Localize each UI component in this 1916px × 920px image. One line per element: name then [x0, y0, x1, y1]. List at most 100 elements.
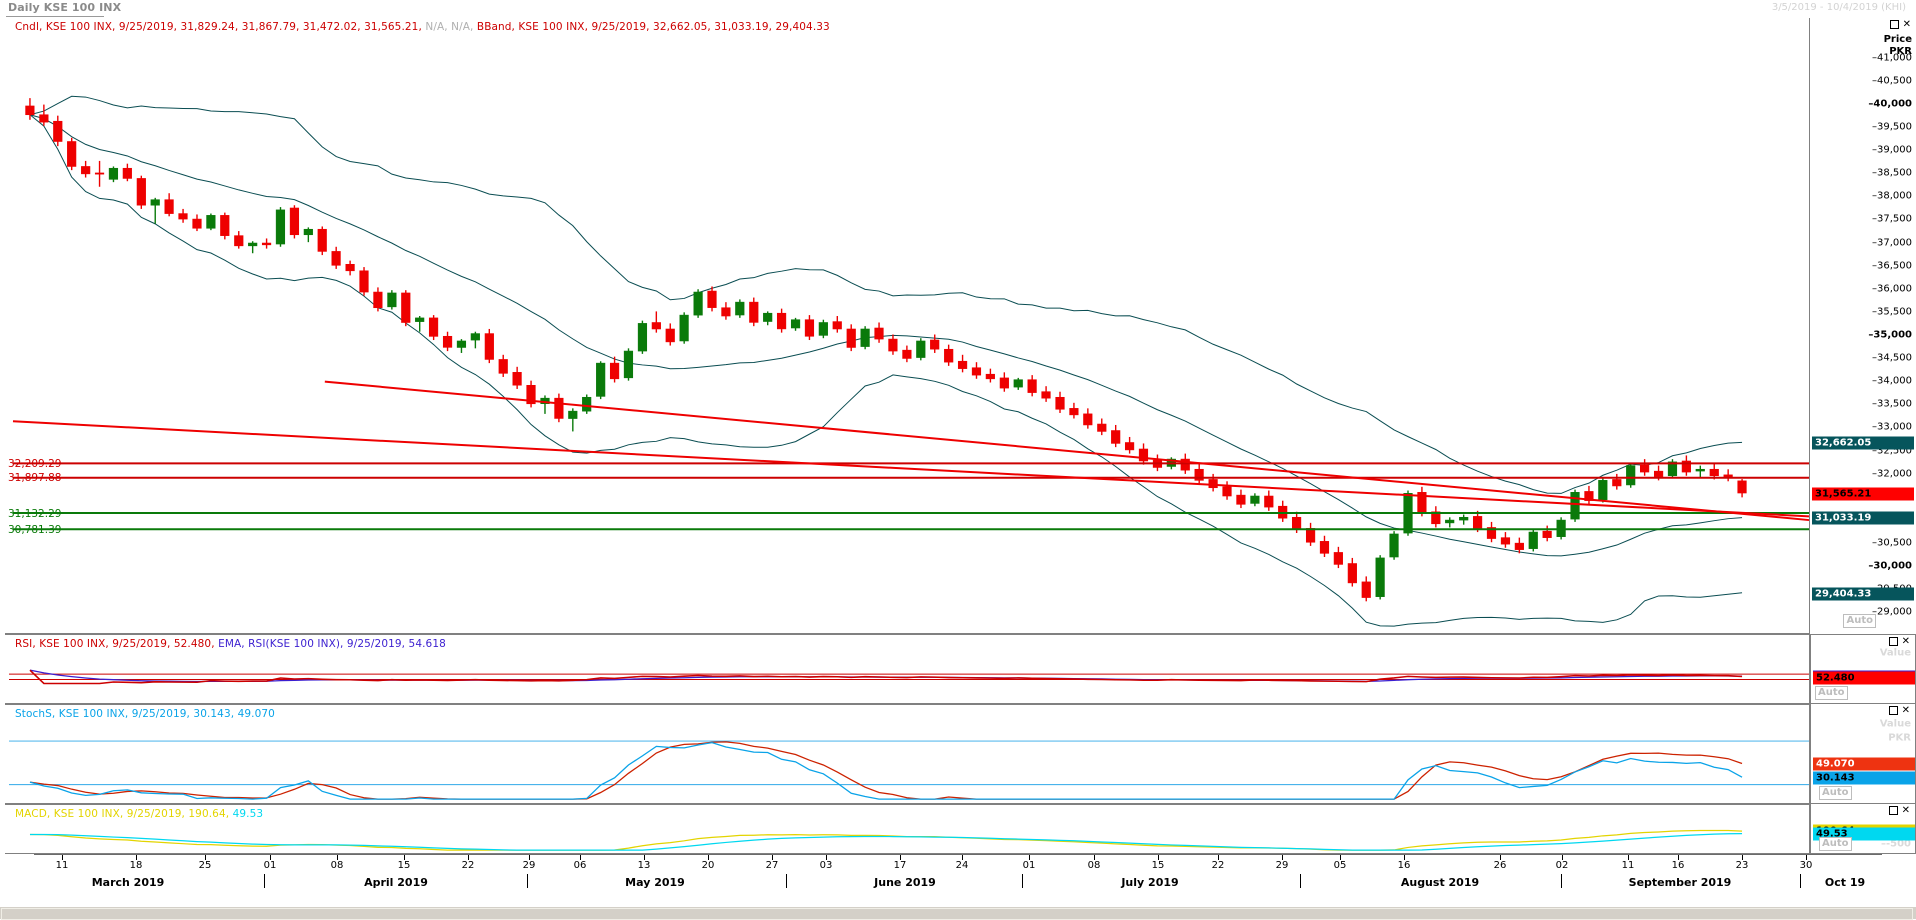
candle-body [484, 333, 494, 360]
price-axis-header-line1: Price [1883, 34, 1912, 45]
date-range-label: 3/5/2019 - 10/4/2019 (KHI) [1771, 2, 1906, 13]
candle-body [428, 317, 439, 337]
macd-plot[interactable] [5, 805, 1809, 853]
macd-panel-window-controls[interactable]: ✕ [1888, 805, 1910, 816]
candle-body [999, 377, 1009, 389]
macd-legend: MACD, KSE 100 INX, 9/25/2019, 190.64, 49… [15, 808, 263, 820]
rsi-axis-auto-button[interactable]: Auto [1815, 686, 1848, 700]
price-tick-36000: –36,000 [1872, 283, 1912, 295]
price-tick-35500: –35,500 [1872, 306, 1912, 318]
date-tick-mark [1628, 855, 1629, 860]
candle-body [442, 335, 453, 348]
candle-body [596, 362, 606, 397]
candle-body [1194, 468, 1204, 481]
candle-body [81, 166, 91, 175]
price-tick-38000: –38,000 [1872, 190, 1912, 202]
month-label-june-2019: June 2019 [874, 876, 936, 889]
price-tick-41000: –41,000 [1872, 52, 1912, 64]
date-tick-mark [580, 855, 581, 860]
close-icon[interactable]: ✕ [1901, 705, 1910, 716]
candle-body [1208, 479, 1218, 489]
rsi-panel[interactable]: RSI, KSE 100 INX, 9/25/2019, 52.480, EMA… [5, 634, 1810, 704]
rsi-line [29, 669, 1743, 685]
candle-body [373, 291, 383, 309]
date-tick-08: 08 [330, 860, 344, 871]
restore-icon[interactable] [1888, 637, 1898, 646]
candle-body [1291, 516, 1302, 530]
month-label-august-2019: August 2019 [1400, 876, 1480, 889]
date-tick-mark [708, 855, 709, 860]
date-tick-06: 06 [573, 860, 587, 871]
candle-body [1027, 379, 1037, 393]
macd-panel[interactable]: MACD, KSE 100 INX, 9/25/2019, 190.64, 49… [5, 804, 1810, 854]
candle-body [498, 359, 508, 374]
macd-axis-auto-button[interactable]: Auto [1819, 837, 1852, 851]
date-tick-mark [468, 855, 469, 860]
horizontal-scrollbar[interactable] [0, 906, 1916, 920]
stochastic-plot[interactable] [5, 705, 1809, 803]
price-level-label-3: 31,132.29 [8, 507, 62, 520]
date-axis[interactable]: 11 18 25 01 08 15 22 29 06 13 20 27 03 17 24 01 08 15 22 29… [0, 854, 1916, 907]
rsi-plot[interactable] [5, 635, 1809, 703]
candle-body [1236, 494, 1246, 505]
date-tick-15: 15 [1151, 860, 1165, 871]
rsi-panel-window-controls[interactable]: ✕ [1888, 636, 1910, 647]
price-tick-36500: –36,500 [1872, 260, 1912, 272]
rsi-badge: 52.480 [1813, 671, 1915, 685]
candle-body [846, 328, 856, 348]
candle-body [108, 167, 119, 180]
date-tick-23: 23 [1735, 860, 1749, 871]
price-chart-legend: Cndl, KSE 100 INX, 9/25/2019, 31,829.24,… [15, 21, 830, 33]
restore-icon[interactable] [1888, 706, 1898, 715]
candle-body [916, 340, 926, 358]
price-chart-plot[interactable] [5, 18, 1809, 633]
candle-body [67, 141, 77, 167]
price-tick-34000: –34,000 [1872, 375, 1912, 387]
title-underline [6, 16, 104, 17]
price-axis-auto-button[interactable]: Auto [1843, 614, 1876, 628]
candle-body [1737, 480, 1747, 494]
candle-body [25, 105, 35, 116]
close-icon[interactable]: ✕ [1902, 19, 1911, 30]
candle-body [1305, 528, 1316, 543]
candle-body [1431, 511, 1441, 525]
date-tick-13: 13 [637, 860, 651, 871]
candle-na-text: N/A, N/A, [425, 21, 474, 33]
scrollbar-thumb[interactable] [1, 908, 1913, 920]
price-tick-40000: –40,000 [1868, 98, 1912, 110]
price-axis[interactable]: Price PKR ✕ –41,000 –40,500 –40,000 –39,500 –39… [1810, 18, 1916, 634]
window-titlebar: Daily KSE 100 INX 3/5/2019 - 10/4/2019 (… [0, 0, 1916, 19]
restore-icon[interactable] [1888, 806, 1898, 815]
price-tick-39000: –39,000 [1872, 144, 1912, 156]
date-tick-mark [1340, 855, 1341, 860]
macd-legend-text: MACD, KSE 100 INX, 9/25/2019, 190.64, [15, 808, 230, 820]
candle-body [735, 301, 745, 316]
price-tick-32000: –32,000 [1872, 468, 1912, 480]
stochastic-panel[interactable]: StochS, KSE 100 INX, 9/25/2019, 30.143, … [5, 704, 1810, 804]
candle-body [707, 290, 717, 308]
close-icon[interactable]: ✕ [1901, 636, 1910, 647]
price-chart-panel[interactable]: Cndl, KSE 100 INX, 9/25/2019, 31,829.24,… [5, 18, 1810, 634]
price-tick-35000: –35,000 [1868, 329, 1912, 341]
date-tick-08: 08 [1087, 860, 1101, 871]
price-level-label-4: 30,781.39 [8, 524, 62, 537]
candle-body [1333, 552, 1343, 565]
candle-body [1500, 537, 1511, 545]
stochastic-axis[interactable]: ✕ Value PKR 49.070 30.143 Auto [1810, 704, 1916, 804]
close-icon[interactable]: ✕ [1901, 805, 1910, 816]
candle-body [665, 328, 675, 343]
date-tick-18: 18 [129, 860, 143, 871]
date-axis-line [34, 854, 1882, 855]
candle-body [53, 120, 63, 142]
restore-icon[interactable] [1889, 20, 1899, 29]
stoch-panel-window-controls[interactable]: ✕ [1888, 705, 1910, 716]
date-tick-mark [270, 855, 271, 860]
stoch-axis-ghost-header2: PKR [1888, 732, 1911, 744]
price-panel-window-controls[interactable]: ✕ [1889, 19, 1911, 30]
stoch-k-badge: 30.143 [1813, 771, 1915, 785]
candle-body [526, 385, 536, 405]
stoch-axis-auto-button[interactable]: Auto [1819, 786, 1852, 800]
